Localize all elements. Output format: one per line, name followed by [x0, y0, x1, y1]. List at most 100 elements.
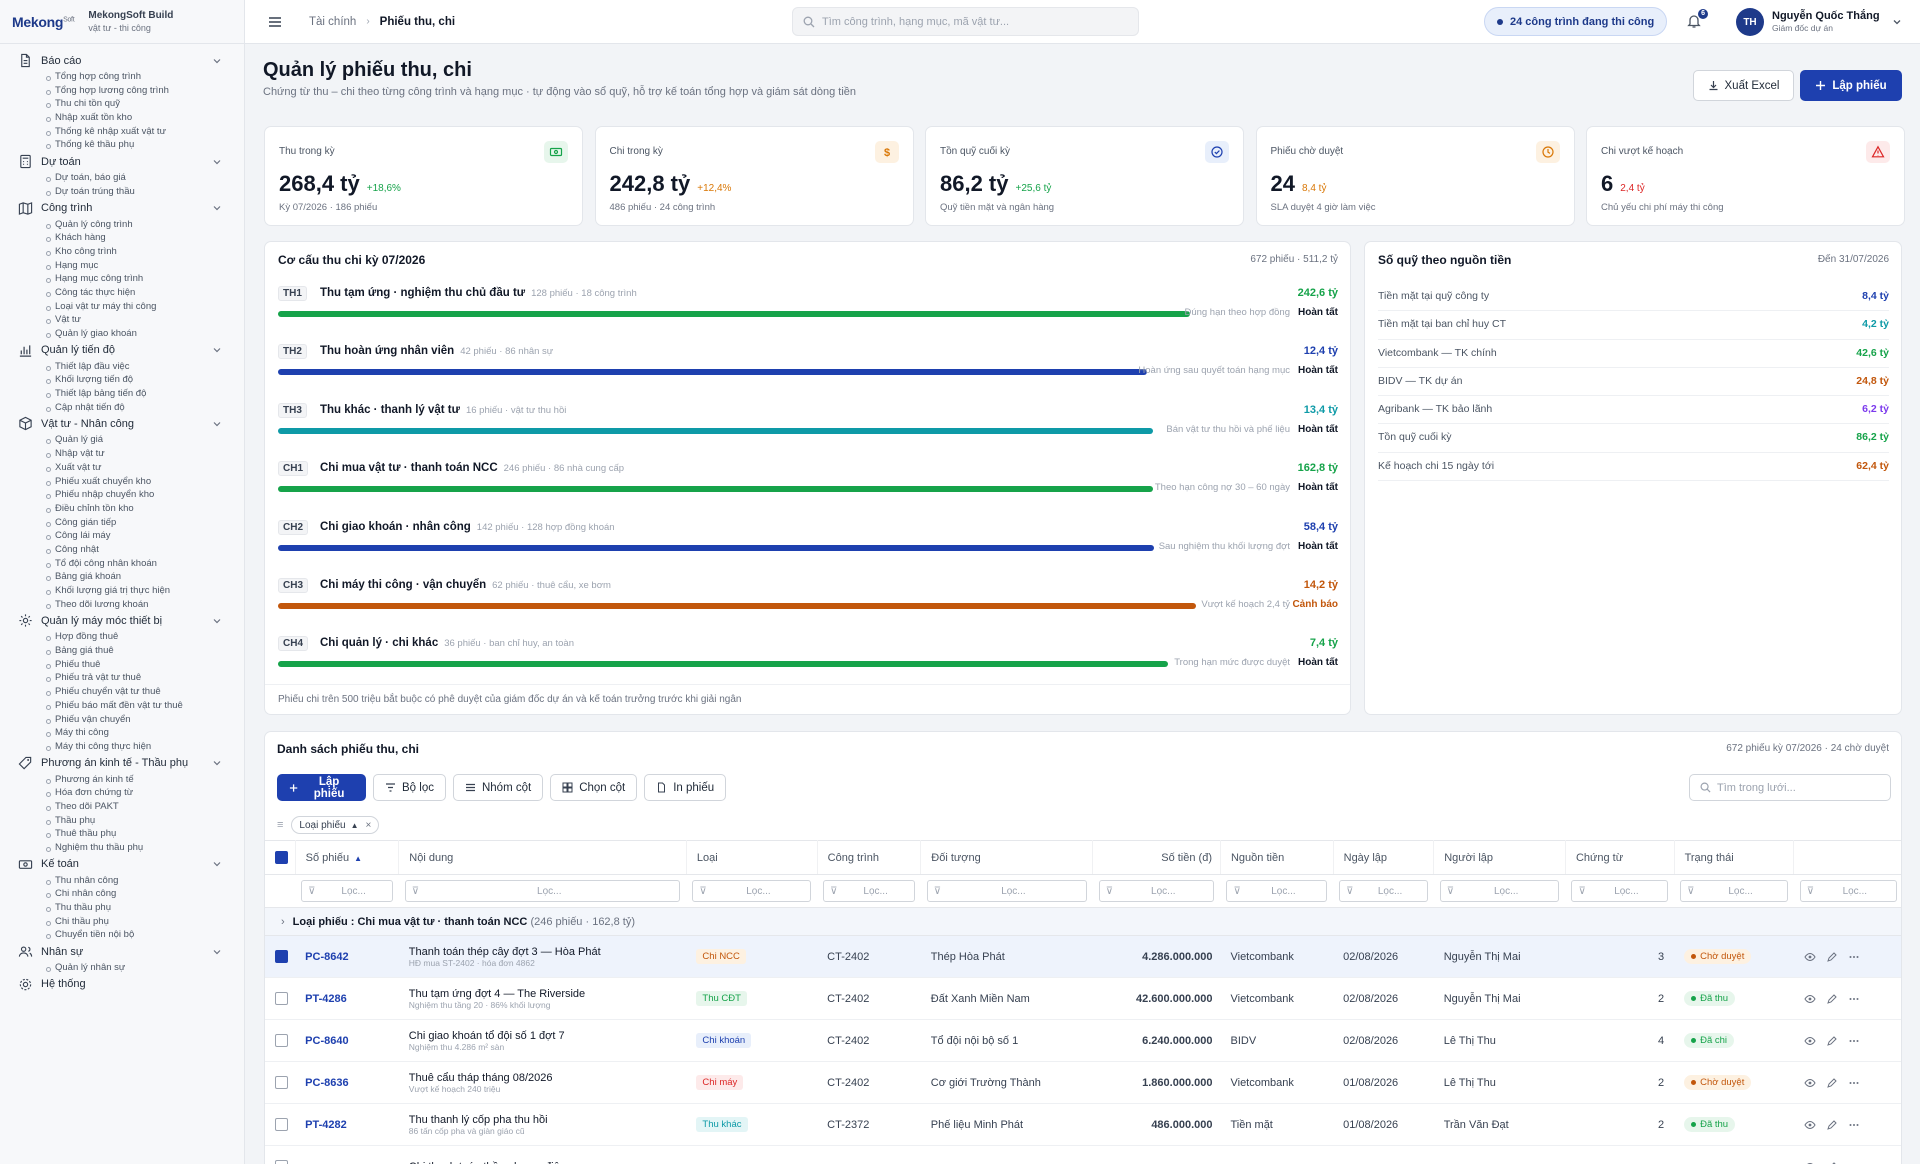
sidebar-item[interactable]: Công lái máy [0, 529, 244, 543]
sidebar-item[interactable]: Phiếu xuất chuyển kho [0, 475, 244, 489]
sidebar-item[interactable]: Quản lý giao khoán [0, 327, 244, 341]
sidebar-item[interactable]: Chuyển tiền nội bộ [0, 928, 244, 942]
create-voucher-button[interactable]: Lập phiếu [1800, 70, 1902, 101]
edit-icon[interactable] [1826, 993, 1838, 1005]
sidebar-item[interactable]: Hạng mục [0, 259, 244, 273]
sidebar-group-0[interactable]: Báo cáo [0, 51, 244, 70]
sidebar-item[interactable]: Thu thầu phụ [0, 901, 244, 915]
edit-icon[interactable] [1826, 1161, 1838, 1164]
sidebar-item[interactable]: Vật tư [0, 313, 244, 327]
structure-row[interactable]: TH1 Thu tạm ứng · nghiệm thu chủ đầu tư 1… [278, 286, 1338, 344]
sidebar-item[interactable]: Khách hàng [0, 231, 244, 245]
column-filter[interactable]: ⊽ Lọc... [1226, 880, 1328, 902]
sidebar-item[interactable]: Phiếu chuyển vật tư thuê [0, 685, 244, 699]
more-icon[interactable] [1848, 993, 1860, 1005]
more-icon[interactable] [1848, 1077, 1860, 1089]
row-checkbox[interactable] [275, 1160, 288, 1164]
sidebar-item[interactable]: Khối lượng giá trị thực hiện [0, 584, 244, 598]
row-checkbox[interactable] [275, 1118, 288, 1131]
eye-icon[interactable] [1804, 1119, 1816, 1131]
sidebar-group-2[interactable]: Công trình [0, 199, 244, 218]
sidebar-item[interactable]: Nghiệm thu thầu phụ [0, 841, 244, 855]
eye-icon[interactable] [1804, 993, 1816, 1005]
brand-logo[interactable]: MekongSoft [12, 13, 75, 30]
column-filter[interactable]: ⊽ Lọc... [404, 880, 681, 902]
table-row[interactable]: PT-4286 Thu tạm ứng đợt 4 — The Riversid… [265, 977, 1901, 1020]
active-projects-pill[interactable]: 24 công trình đang thi công [1484, 7, 1668, 36]
more-icon[interactable] [1848, 1035, 1860, 1047]
sidebar-item[interactable]: Kho công trình [0, 245, 244, 259]
sidebar-item[interactable]: Chi nhân công [0, 887, 244, 901]
row-checkbox[interactable] [275, 992, 288, 1005]
sidebar-item[interactable]: Máy thi công thực hiện [0, 740, 244, 754]
voucher-number-link[interactable]: PT-4282 [305, 1118, 347, 1131]
more-icon[interactable] [1848, 1119, 1860, 1131]
column-filter[interactable]: ⊽ Lọc... [1439, 880, 1560, 902]
column-filter[interactable]: ⊽ Lọc... [926, 880, 1087, 902]
close-icon[interactable]: × [365, 819, 372, 831]
sidebar-group-7[interactable]: Kế toán [0, 855, 244, 874]
sidebar-item[interactable]: Thống kê thầu phụ [0, 138, 244, 152]
column-header[interactable]: Trạng thái [1674, 840, 1795, 875]
sidebar-item[interactable]: Dự toán, báo giá [0, 171, 244, 185]
table-row[interactable]: PC-8636 Thuê cẩu tháp tháng 08/2026 Vượt … [265, 1061, 1901, 1104]
column-filter[interactable]: ⊽ Lọc... [1098, 880, 1215, 902]
voucher-number-link[interactable]: PC-8640 [305, 1034, 349, 1047]
sidebar-item[interactable]: Dự toán trúng thầu [0, 185, 244, 199]
print-button[interactable]: In phiếu [644, 774, 727, 801]
structure-row[interactable]: CH3 Chi máy thi công · vận chuyển 62 phiế… [278, 577, 1338, 636]
sidebar-item[interactable]: Loại vật tư máy thi công [0, 300, 244, 314]
sidebar-item[interactable]: Phiếu nhập chuyển kho [0, 488, 244, 502]
column-filter[interactable]: ⊽ Lọc... [301, 880, 393, 902]
structure-row[interactable]: CH1 Chi mua vật tư · thanh toán NCC 246 p… [278, 461, 1338, 519]
sidebar-item[interactable]: Cập nhật tiến độ [0, 401, 244, 415]
sidebar-item[interactable]: Phiếu thuê [0, 658, 244, 672]
voucher-number-link[interactable]: PC-8636 [305, 1076, 349, 1089]
row-checkbox[interactable] [275, 950, 288, 963]
sidebar-item[interactable]: Nhập xuất tồn kho [0, 111, 244, 125]
search-input[interactable] [822, 15, 1122, 28]
sidebar-item[interactable]: Công gián tiếp [0, 516, 244, 530]
column-filter[interactable]: ⊽ Lọc... [1571, 880, 1669, 902]
sidebar-item[interactable]: Phiếu trả vật tư thuê [0, 671, 244, 685]
column-filter[interactable]: ⊽ Lọc... [1799, 880, 1897, 902]
edit-icon[interactable] [1826, 1077, 1838, 1089]
user-menu[interactable]: TH Nguyễn Quốc Thắng Giám đốc dự án [1736, 8, 1902, 36]
sidebar-item[interactable]: Công nhật [0, 543, 244, 557]
group-chip[interactable]: Loại phiếu ▲ × [291, 816, 380, 834]
edit-icon[interactable] [1826, 1119, 1838, 1131]
grid-search-input[interactable] [1717, 781, 1887, 794]
sidebar-item[interactable]: Công tác thực hiện [0, 286, 244, 300]
sidebar-item[interactable]: Phiếu báo mất đền vật tư thuê [0, 699, 244, 713]
menu-icon[interactable] [267, 14, 283, 30]
column-header[interactable]: Người lập [1433, 840, 1566, 875]
table-row[interactable]: PC-8640 Chi giao khoán tổ đội số 1 đợt 7… [265, 1019, 1901, 1062]
sidebar-item[interactable]: Quản lý công trình [0, 218, 244, 232]
edit-icon[interactable] [1826, 951, 1838, 963]
edit-icon[interactable] [1826, 1035, 1838, 1047]
row-checkbox[interactable] [275, 1076, 288, 1089]
column-header[interactable]: Số tiền (đ) [1092, 840, 1221, 875]
column-header[interactable]: Số phiếu ▲ [295, 840, 400, 875]
row-checkbox[interactable] [275, 1034, 288, 1047]
table-row[interactable]: PT-4282 Thu thanh lý cốp pha thu hồi 86 t… [265, 1103, 1901, 1146]
column-header[interactable]: Công trình [817, 840, 922, 875]
sidebar-item[interactable]: Hợp đồng thuê [0, 630, 244, 644]
column-header[interactable]: Đối tượng [920, 840, 1094, 875]
sidebar-item[interactable]: Thu nhân công [0, 874, 244, 888]
sidebar-item[interactable]: Khối lượng tiến độ [0, 373, 244, 387]
grid-create-button[interactable]: Lập phiếu [277, 774, 366, 801]
sidebar-item[interactable]: Tổng hợp lương công trình [0, 84, 244, 98]
eye-icon[interactable] [1804, 1035, 1816, 1047]
sidebar-item[interactable]: Phương án kinh tế [0, 773, 244, 787]
table-row[interactable]: PC-8642 Thanh toán thép cây đợt 3 — Hòa … [265, 935, 1901, 978]
drag-handle-icon[interactable]: ≡ [277, 819, 284, 831]
column-filter[interactable]: ⊽ Lọc... [823, 880, 915, 902]
breadcrumb-parent[interactable]: Tài chính [309, 15, 357, 28]
group-row[interactable]: › Loại phiếu : Chi mua vật tư · thanh toá… [265, 907, 1901, 936]
structure-row[interactable]: CH4 Chi quản lý · chi khác 36 phiếu · ban… [278, 636, 1338, 694]
kpi-card[interactable]: Chi trong kỳ $ 242,8 tỷ +12,4% 486 phiếu … [594, 126, 914, 226]
sidebar-item[interactable]: Hóa đơn chứng từ [0, 786, 244, 800]
column-header[interactable]: Nguồn tiền [1220, 840, 1334, 875]
sidebar-item[interactable]: Điều chỉnh tồn kho [0, 502, 244, 516]
